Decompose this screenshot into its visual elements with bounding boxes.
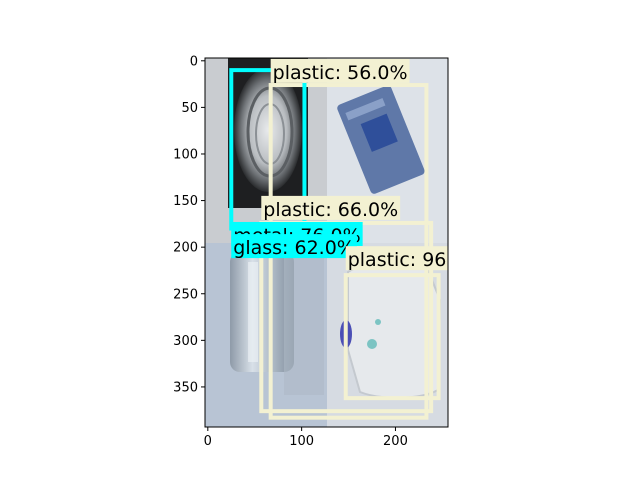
plastic-container-stain-2 [375, 319, 381, 325]
x-tick-label: 0 [204, 434, 212, 449]
box-plastic-56-label: plastic: 56.0% [270, 58, 410, 84]
plastic-container-stain [367, 339, 377, 349]
box-glass-62-label-bg [231, 234, 357, 259]
box-plastic-96 [343, 273, 441, 401]
box-plastic-96-label: plastic: 96 [345, 246, 449, 271]
box-plastic-66-label-bg [261, 195, 401, 220]
plastic-card [337, 85, 425, 194]
detections-layer: plastic: 56.0%metal: 76.0%plastic: 66.0%… [229, 58, 449, 420]
x-tick-label: 100 [289, 434, 314, 449]
y-tick-label: 150 [173, 194, 198, 209]
y-tick-label: 300 [173, 334, 198, 349]
box-plastic-66-label-text: plastic: 66.0% [263, 199, 398, 221]
glass-bottle-neck-shadow [284, 255, 324, 395]
y-tick-label: 350 [173, 380, 198, 395]
box-plastic-96-label-text: plastic: 96 [348, 249, 447, 271]
y-tick-label: 50 [181, 101, 198, 116]
box-plastic-56-label-text: plastic: 56.0% [273, 62, 408, 84]
box-plastic-96-label-bg [345, 246, 449, 271]
y-tick-label: 100 [173, 147, 198, 162]
axes-frame [204, 57, 449, 428]
box-glass-62-label: glass: 62.0% [231, 234, 357, 259]
box-glass-62-label-text: glass: 62.0% [233, 237, 355, 259]
y-tick-label: 200 [173, 241, 198, 256]
box-plastic-66-label: plastic: 66.0% [261, 195, 401, 221]
x-axis: 0 100 200 [204, 427, 408, 449]
y-tick-label: 250 [173, 287, 198, 302]
glass-bottle-highlight [248, 262, 258, 362]
y-tick-label: 0 [190, 54, 198, 69]
box-plastic-56-label-bg [270, 58, 410, 83]
x-tick-label: 200 [383, 434, 408, 449]
y-axis: 0 50 100 150 200 250 300 350 [173, 54, 205, 395]
